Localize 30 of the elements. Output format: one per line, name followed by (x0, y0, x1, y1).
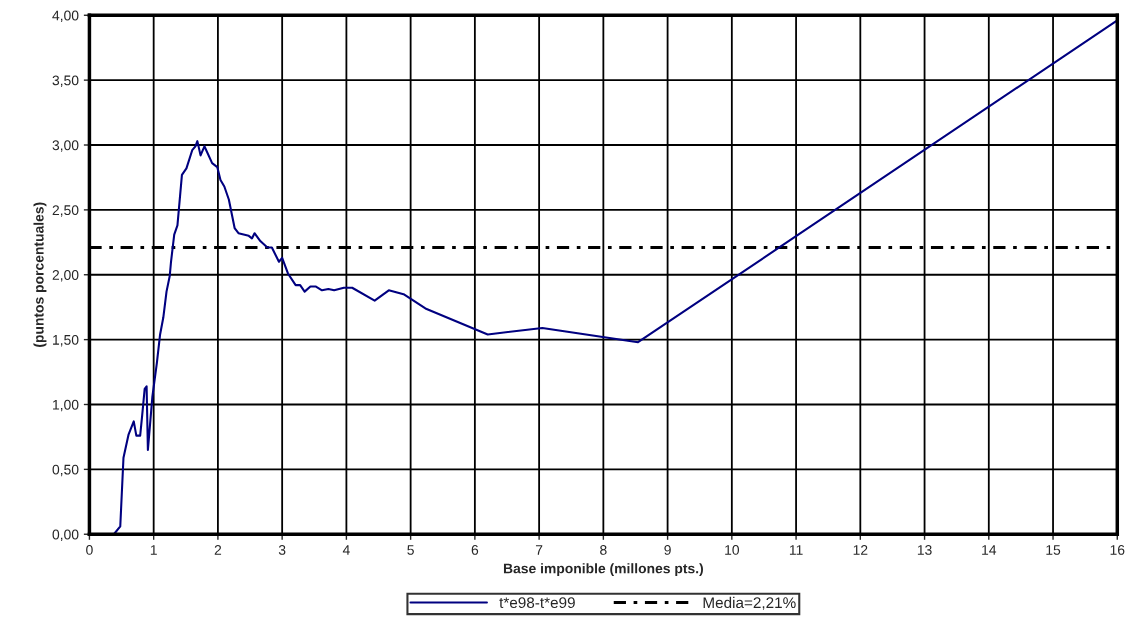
x-tick-label: 16 (1110, 545, 1125, 555)
y-tick-label: 4,00 (52, 10, 79, 23)
y-tick-label: 3,00 (52, 140, 79, 152)
y-tick-label: 2,50 (52, 205, 79, 217)
y-tick-label: 0,00 (52, 529, 79, 542)
y-tick-label: 3,50 (52, 75, 79, 87)
y-axis-title: (puntos porcentuales) (33, 202, 47, 347)
y-tick-label: 1,00 (53, 399, 79, 412)
x-tick-label: 4 (342, 545, 350, 555)
y-tick-label: 0,50 (52, 464, 79, 477)
x-tick-label: 2 (214, 545, 222, 555)
x-tick-label: 15 (1046, 545, 1061, 555)
legend-label: t*e98-t*e99 (499, 597, 575, 609)
x-tick-label: 5 (407, 545, 414, 555)
x-tick-label: 7 (535, 545, 543, 555)
x-tick-label: 8 (600, 545, 607, 555)
x-tick-label: 13 (917, 545, 932, 555)
y-tick-label: 1,50 (53, 334, 79, 347)
x-tick-label: 10 (725, 545, 740, 555)
x-tick-label: 0 (86, 545, 93, 555)
y-tick-label: 2,00 (52, 270, 79, 282)
x-tick-label: 9 (664, 545, 671, 555)
x-tick-label: 14 (982, 545, 997, 555)
x-tick-label: 11 (789, 545, 803, 555)
x-tick-label: 12 (853, 545, 868, 555)
x-tick-label: 6 (471, 545, 479, 555)
x-axis-title: Base imponible (millones pts.) (503, 563, 703, 577)
x-tick-label: 1 (150, 545, 157, 555)
x-tick-label: 3 (278, 545, 286, 555)
legend-label: Media=2,21% (703, 596, 796, 610)
